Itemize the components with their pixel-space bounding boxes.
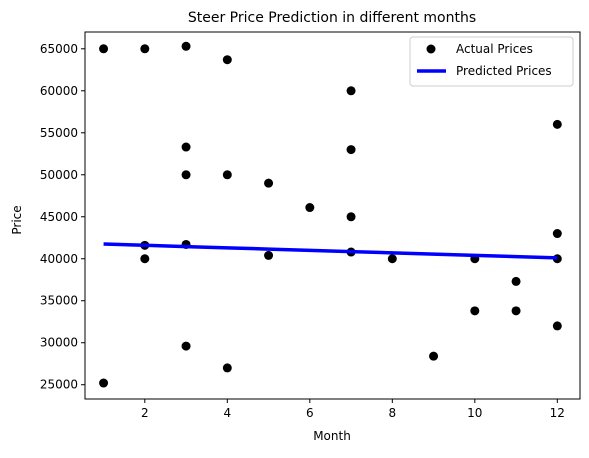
actual-price-point	[512, 277, 521, 286]
x-tick-label: 10	[467, 406, 482, 420]
actual-price-point	[347, 145, 356, 154]
x-axis-label: Month	[313, 429, 351, 443]
legend-label-actual: Actual Prices	[456, 42, 533, 56]
legend: Actual Prices Predicted Prices	[410, 37, 573, 86]
x-tick-label: 4	[223, 406, 231, 420]
actual-price-point	[429, 352, 438, 361]
actual-price-point	[140, 44, 149, 53]
x-tick-label: 6	[306, 406, 314, 420]
actual-price-point	[223, 55, 232, 64]
actual-price-point	[470, 306, 479, 315]
actual-price-point	[553, 229, 562, 238]
x-tick-label: 8	[388, 406, 396, 420]
actual-price-point	[512, 306, 521, 315]
actual-price-point	[347, 86, 356, 95]
y-tick-label: 50000	[40, 168, 78, 182]
actual-price-point	[305, 203, 314, 212]
y-tick-label: 65000	[40, 42, 78, 56]
actual-price-point	[223, 363, 232, 372]
y-tick-label: 60000	[40, 84, 78, 98]
y-tick-label: 30000	[40, 336, 78, 350]
y-tick-label: 55000	[40, 126, 78, 140]
actual-price-point	[264, 251, 273, 260]
actual-price-point	[182, 42, 191, 51]
y-tick-label: 35000	[40, 294, 78, 308]
actual-price-point	[99, 44, 108, 53]
y-tick-label: 45000	[40, 210, 78, 224]
actual-price-point	[223, 170, 232, 179]
actual-price-point	[182, 143, 191, 152]
x-tick-label: 2	[141, 406, 149, 420]
y-tick-label: 40000	[40, 252, 78, 266]
actual-price-point	[182, 342, 191, 351]
actual-price-point	[99, 379, 108, 388]
legend-marker-actual	[427, 45, 436, 54]
y-tick-label: 25000	[40, 378, 78, 392]
y-axis-label: Price	[10, 205, 24, 234]
actual-price-point	[264, 179, 273, 188]
actual-price-point	[553, 120, 562, 129]
actual-price-point	[182, 170, 191, 179]
actual-price-point	[553, 321, 562, 330]
x-tick-label: 12	[550, 406, 565, 420]
actual-price-point	[388, 254, 397, 263]
actual-price-point	[140, 254, 149, 263]
chart-title: Steer Price Prediction in different mont…	[188, 10, 476, 26]
actual-price-point	[347, 212, 356, 221]
legend-label-predicted: Predicted Prices	[456, 64, 552, 78]
